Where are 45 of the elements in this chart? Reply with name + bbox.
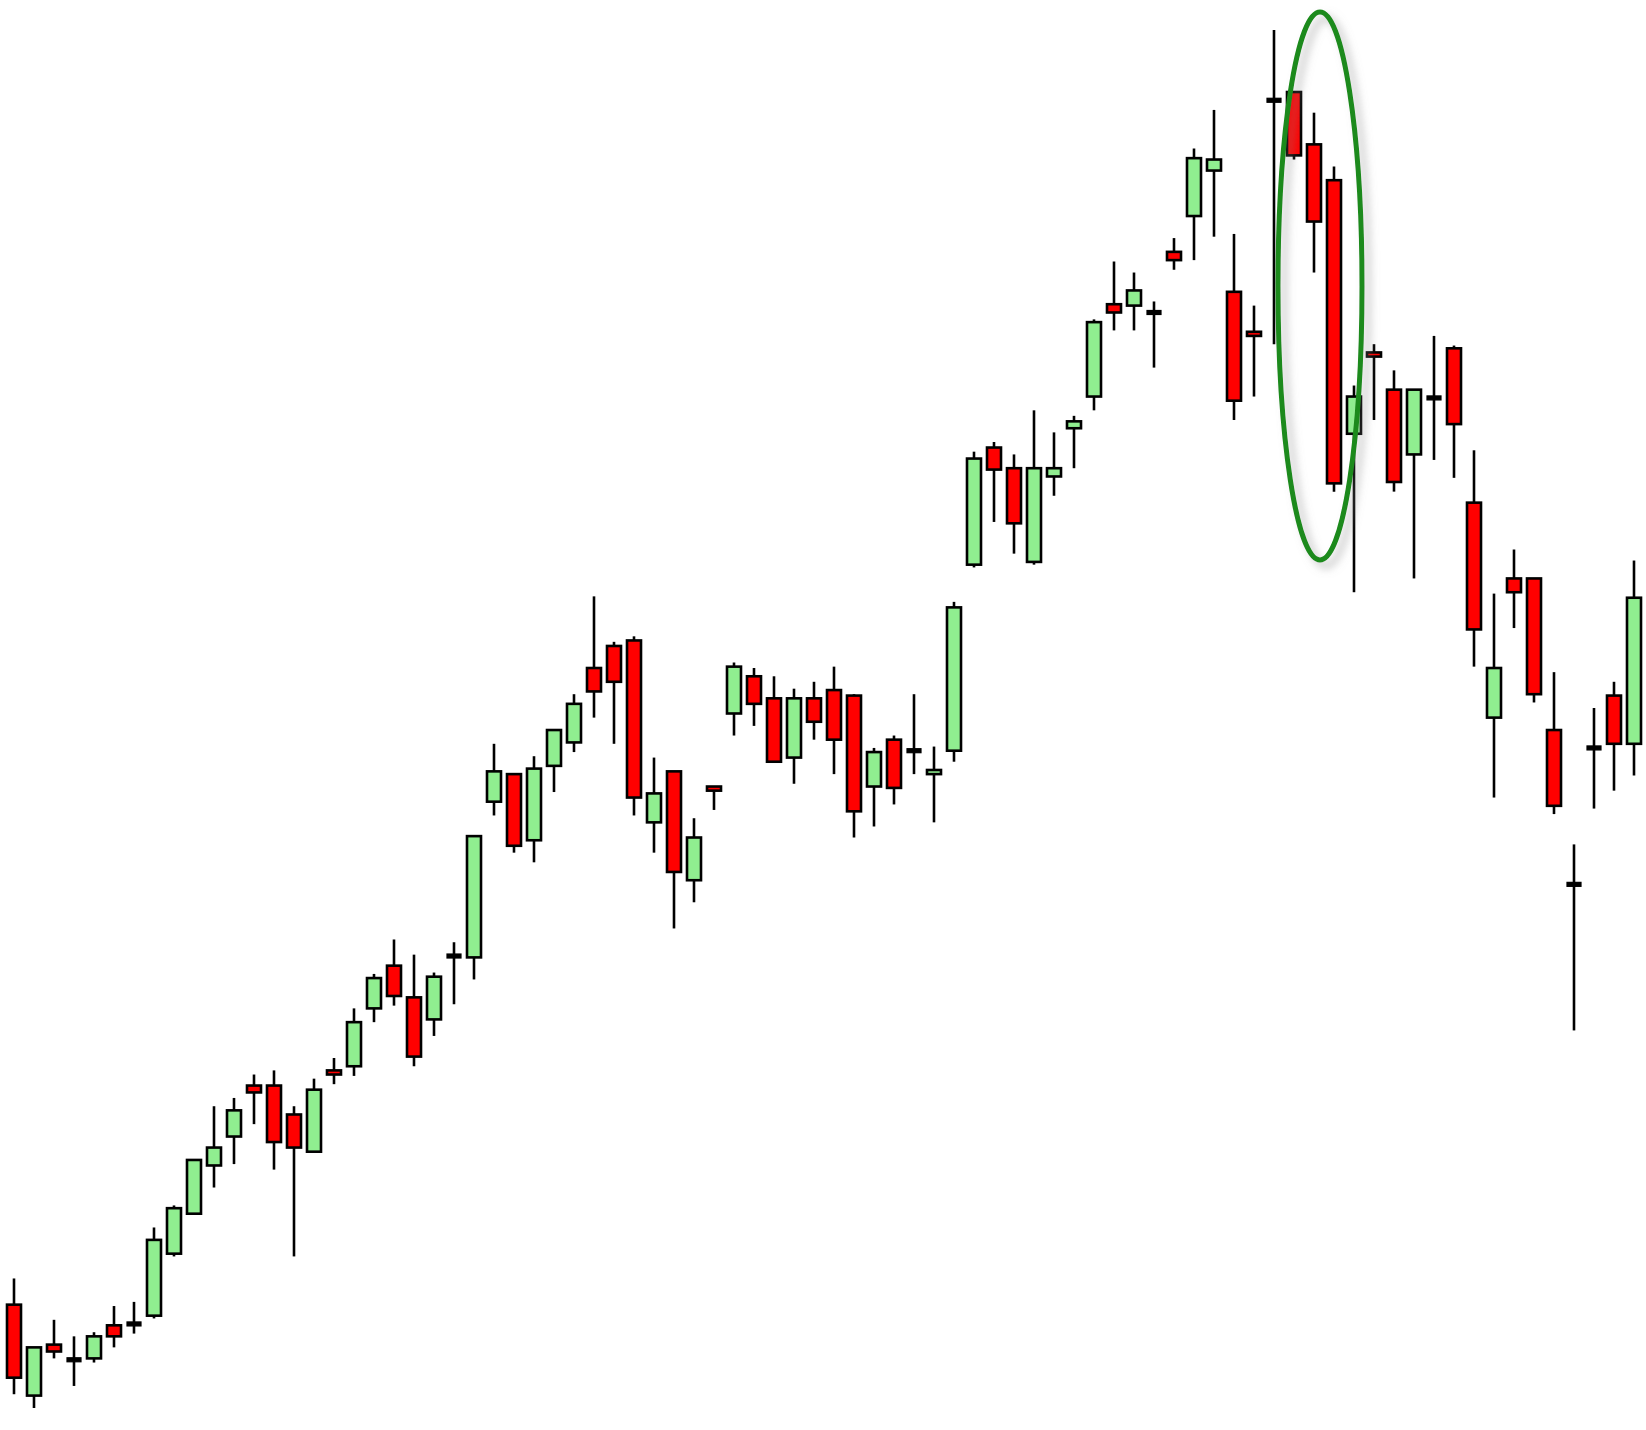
candlestick	[925, 745, 943, 824]
candlestick	[345, 1007, 363, 1078]
candlestick	[1125, 271, 1143, 332]
candlestick	[705, 785, 723, 812]
candlestick	[985, 440, 1003, 524]
candlestick	[805, 680, 823, 741]
candlestick	[1165, 236, 1183, 272]
candlestick	[1505, 548, 1523, 630]
candlestick	[725, 661, 743, 737]
candlestick	[285, 1104, 303, 1258]
candlestick	[425, 971, 443, 1038]
candlestick	[165, 1204, 183, 1258]
candlestick	[205, 1104, 223, 1189]
candlestick	[66, 1335, 82, 1388]
candlestick	[1205, 108, 1223, 238]
candlestick	[865, 746, 883, 828]
candlestick	[1566, 843, 1582, 1032]
candlestick	[1045, 431, 1063, 498]
candlestick	[105, 1304, 123, 1349]
candlestick	[585, 595, 603, 719]
candlestick	[745, 666, 763, 728]
candlestick	[685, 816, 703, 904]
candlestick	[1365, 342, 1383, 422]
candlestick	[365, 972, 383, 1024]
candlestick	[446, 940, 462, 1006]
candlestick	[1426, 334, 1442, 462]
candlestick	[126, 1300, 142, 1335]
candlestick	[1105, 260, 1123, 332]
candlestick	[1266, 28, 1282, 346]
candlestick	[545, 728, 563, 794]
candlestick	[85, 1330, 103, 1364]
candlestick	[1146, 300, 1162, 369]
candlestick	[645, 756, 663, 854]
candlestick	[605, 640, 623, 746]
candlestick	[325, 1056, 343, 1086]
candlestick	[245, 1073, 263, 1126]
candlestick	[225, 1096, 243, 1166]
candlestick	[1065, 414, 1083, 470]
candlestick	[906, 692, 922, 776]
candlestick	[385, 938, 403, 1007]
candlestick	[565, 692, 583, 754]
candlestick	[485, 742, 503, 817]
candlestick	[45, 1318, 63, 1360]
candlestick	[1586, 706, 1602, 810]
candlestick	[1245, 304, 1263, 398]
